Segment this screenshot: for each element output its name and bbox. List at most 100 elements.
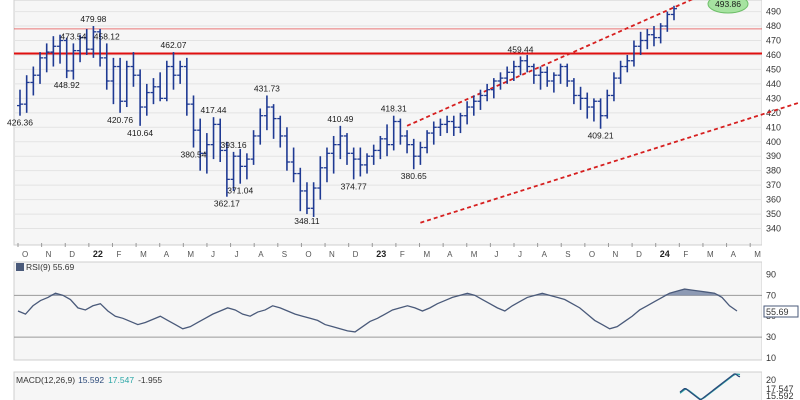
rsi-legend: RSI(9) 55.69	[16, 262, 74, 272]
rsi-tick-label: 30	[766, 332, 776, 342]
ohlc-bar	[597, 98, 604, 129]
ohlc-bar	[117, 57, 124, 113]
peak-label: 459.44	[508, 44, 534, 54]
peak-label: 410.49	[327, 114, 353, 124]
ohlc-bar	[250, 130, 257, 165]
macd-legend: MACD(12,26,9) 15.592 17.547 -1.955	[16, 375, 162, 385]
ohlc-bar	[464, 101, 471, 125]
rsi-tick-label: 70	[766, 290, 776, 300]
ohlc-bar	[397, 118, 404, 145]
ohlc-bar	[630, 40, 637, 67]
ohlc-bar	[497, 72, 504, 90]
peak-label: 362.17	[214, 199, 240, 209]
macd-value: 15.592	[78, 375, 104, 385]
peak-label: 473.54	[60, 31, 86, 41]
time-tick-label: J	[494, 250, 498, 259]
ohlc-bar	[537, 66, 544, 90]
ohlc-bar	[337, 125, 344, 160]
ohlc-bar	[557, 63, 564, 84]
price-tick-label: 480	[766, 21, 781, 31]
channel-upper-line	[406, 0, 693, 127]
time-tick-label: A	[731, 250, 737, 259]
ohlc-bar	[377, 135, 384, 160]
peak-label: 420.76	[107, 115, 133, 125]
ohlc-bar	[97, 28, 104, 67]
ohlc-bar	[350, 147, 357, 180]
ohlc-bar	[484, 83, 491, 102]
ohlc-bar	[410, 138, 417, 170]
ohlc-bar	[30, 66, 37, 96]
peak-label: 418.31	[381, 104, 407, 114]
last-price-badge: 493.86	[707, 0, 749, 14]
macd-panel-bg	[13, 371, 763, 400]
peak-label: 479.98	[80, 14, 106, 24]
trendlines	[14, 0, 800, 224]
price-tick-label: 490	[766, 7, 781, 17]
main-gridlines	[14, 11, 762, 230]
time-tick-label: D	[636, 250, 642, 259]
ohlc-bar	[190, 95, 197, 148]
ohlc-bar	[450, 115, 457, 136]
ohlc-bar	[230, 151, 237, 191]
price-tick-label: 450	[766, 64, 781, 74]
ohlc-bar	[564, 63, 571, 87]
ohlc-bar	[210, 117, 217, 160]
rsi-panel-bg	[13, 261, 763, 361]
time-tick-label: A	[447, 250, 453, 259]
ohlc-bar	[504, 66, 511, 84]
ohlc-bar	[384, 124, 391, 157]
ohlc-bar	[243, 153, 250, 180]
rsi-last-badge: 55.69	[763, 305, 799, 318]
rsi-overbought-fill	[18, 289, 737, 296]
ohlc-bar	[130, 52, 137, 87]
time-tick-label: O	[305, 250, 311, 259]
ohlc-bar	[63, 37, 70, 79]
ohlc-bar	[143, 83, 150, 116]
time-tick-label: N	[329, 250, 335, 259]
time-tick-label: 22	[93, 249, 103, 259]
time-tick-label: J	[518, 250, 522, 259]
rsi-tick-label: 10	[766, 353, 776, 363]
ohlc-bar	[257, 108, 264, 145]
price-tick-label: 380	[766, 166, 781, 176]
ohlc-bar	[524, 54, 531, 73]
ohlc-bar	[584, 92, 591, 119]
ohlc-bar	[490, 78, 497, 99]
rsi-tick-label: 90	[766, 269, 776, 279]
time-tick-label: A	[164, 250, 170, 259]
peak-label: 417.44	[201, 105, 227, 115]
ohlc-bar	[223, 141, 230, 197]
ohlc-bar	[644, 28, 651, 50]
channel-lower-line	[420, 101, 800, 224]
peak-label: 348.11	[294, 216, 320, 226]
ohlc-bar	[671, 5, 677, 21]
time-tick-label: D	[353, 250, 359, 259]
peak-label: 462.07	[160, 40, 186, 50]
ohlc-bar	[477, 89, 484, 110]
ohlc-bar	[23, 75, 30, 113]
ohlc-bar	[344, 133, 350, 165]
ohlc-bar	[624, 54, 631, 73]
ohlc-bar	[390, 115, 397, 151]
macd-hist-value: -1.955	[138, 375, 162, 385]
price-tick-label: 340	[766, 224, 781, 234]
ohlc-bar	[203, 133, 210, 174]
time-tick-label: M	[754, 250, 761, 259]
ohlc-bar	[370, 144, 377, 165]
price-tick-label: 370	[766, 180, 781, 190]
price-tick-label: 410	[766, 122, 781, 132]
ohlc-bar	[297, 167, 304, 212]
ohlc-bar	[197, 118, 204, 171]
ohlc-bar	[237, 148, 244, 184]
time-tick-label: 24	[660, 249, 670, 259]
price-bars	[17, 5, 677, 217]
time-tick-label: J	[235, 250, 239, 259]
macd-tick-label: 20	[766, 375, 776, 385]
ohlc-bar	[283, 127, 290, 171]
time-tick-label: M	[140, 250, 147, 259]
rsi-line	[17, 288, 738, 333]
ohlc-bar	[317, 156, 324, 200]
ohlc-bar	[70, 43, 77, 80]
peak-label: 380.54	[181, 150, 207, 160]
